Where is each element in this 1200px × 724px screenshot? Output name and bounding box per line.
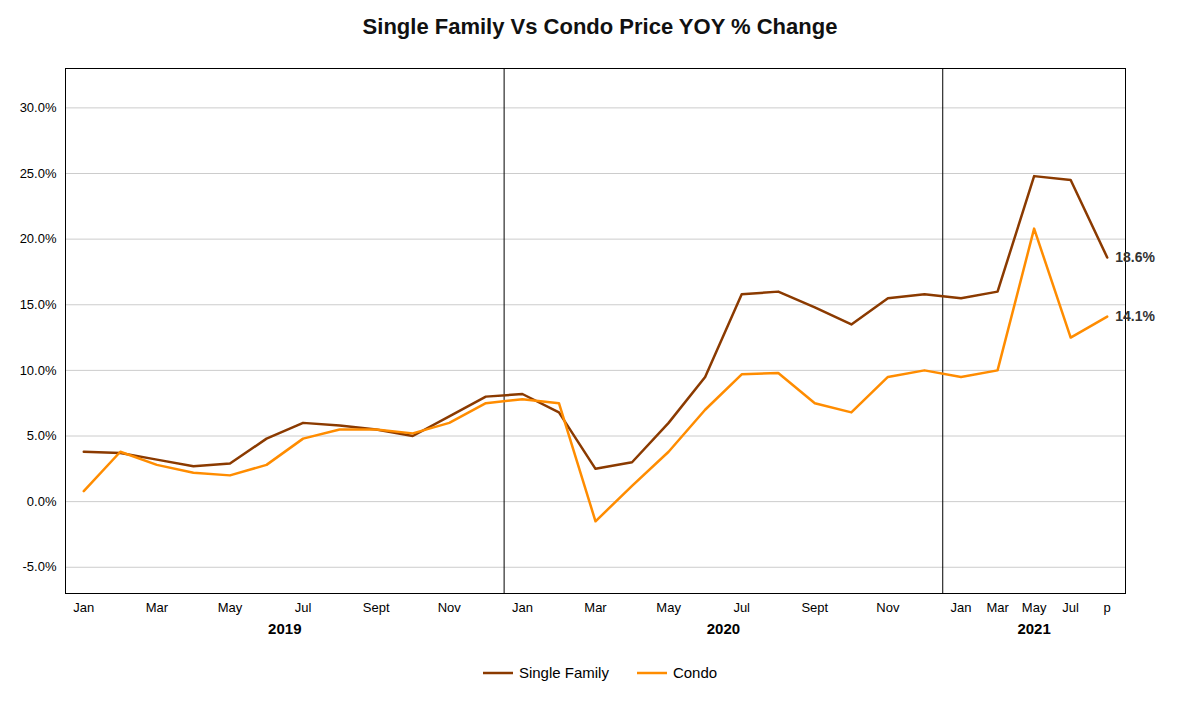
svg-text:30.0%: 30.0% <box>20 100 57 115</box>
svg-text:May: May <box>1022 600 1047 615</box>
svg-text:0.0%: 0.0% <box>27 494 57 509</box>
svg-text:Mar: Mar <box>986 600 1009 615</box>
html-text:Single Family Vs Condo Price Y: Single Family Vs Condo Price YOY % Chang… <box>362 14 838 39</box>
svg-text:14.1%: 14.1% <box>1115 308 1155 324</box>
svg-text:20.0%: 20.0% <box>20 231 57 246</box>
svg-text:10.0%: 10.0% <box>20 363 57 378</box>
svg-text:Jan: Jan <box>512 600 533 615</box>
svg-text:25.0%: 25.0% <box>20 166 57 181</box>
svg-text:Jul: Jul <box>1062 600 1079 615</box>
html-text:Single Family: Single Family <box>518 664 609 681</box>
svg-text:-5.0%: -5.0% <box>23 559 57 574</box>
svg-text:5.0%: 5.0% <box>27 428 57 443</box>
svg-text:18.6%: 18.6% <box>1115 249 1155 265</box>
svg-text:Jul: Jul <box>295 600 312 615</box>
svg-text:May: May <box>218 600 243 615</box>
svg-text:2021: 2021 <box>1017 620 1050 637</box>
svg-text:Sept: Sept <box>363 600 390 615</box>
svg-text:May: May <box>656 600 681 615</box>
svg-text:15.0%: 15.0% <box>20 297 57 312</box>
svg-text:Mar: Mar <box>146 600 169 615</box>
svg-text:Jul: Jul <box>733 600 750 615</box>
html-text:Condo: Condo <box>672 664 718 681</box>
svg-text:Sept: Sept <box>801 600 828 615</box>
svg-text:2020: 2020 <box>707 620 740 637</box>
svg-text:Nov: Nov <box>876 600 900 615</box>
svg-text:Jan: Jan <box>73 600 94 615</box>
svg-text:2019: 2019 <box>268 620 301 637</box>
svg-text:p: p <box>1104 600 1111 615</box>
svg-text:Jan: Jan <box>951 600 972 615</box>
svg-text:Nov: Nov <box>438 600 462 615</box>
svg-text:Mar: Mar <box>584 600 607 615</box>
